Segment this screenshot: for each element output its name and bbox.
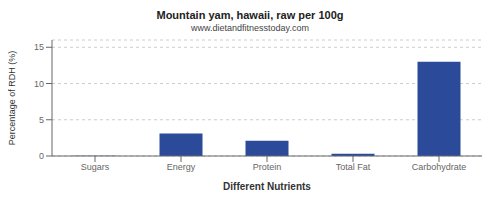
svg-text:Sugars: Sugars xyxy=(81,162,110,172)
svg-text:10: 10 xyxy=(34,79,44,89)
svg-text:Total Fat: Total Fat xyxy=(336,162,371,172)
svg-text:Percentage of RDH (%): Percentage of RDH (%) xyxy=(8,51,17,146)
svg-text:Different Nutrients: Different Nutrients xyxy=(223,181,311,190)
svg-text:Energy: Energy xyxy=(167,162,196,172)
html-text:www.dietandfitnesstoday.com: www.dietandfitnesstoday.com xyxy=(191,23,309,33)
svg-text:Carbohydrate: Carbohydrate xyxy=(412,162,467,172)
svg-text:0: 0 xyxy=(39,151,44,161)
svg-text:Protein: Protein xyxy=(253,162,282,172)
svg-text:15: 15 xyxy=(34,42,44,52)
html-text:Mountain yam, hawaii, raw per: Mountain yam, hawaii, raw per 100g xyxy=(156,9,344,21)
svg-text:5: 5 xyxy=(39,115,44,125)
